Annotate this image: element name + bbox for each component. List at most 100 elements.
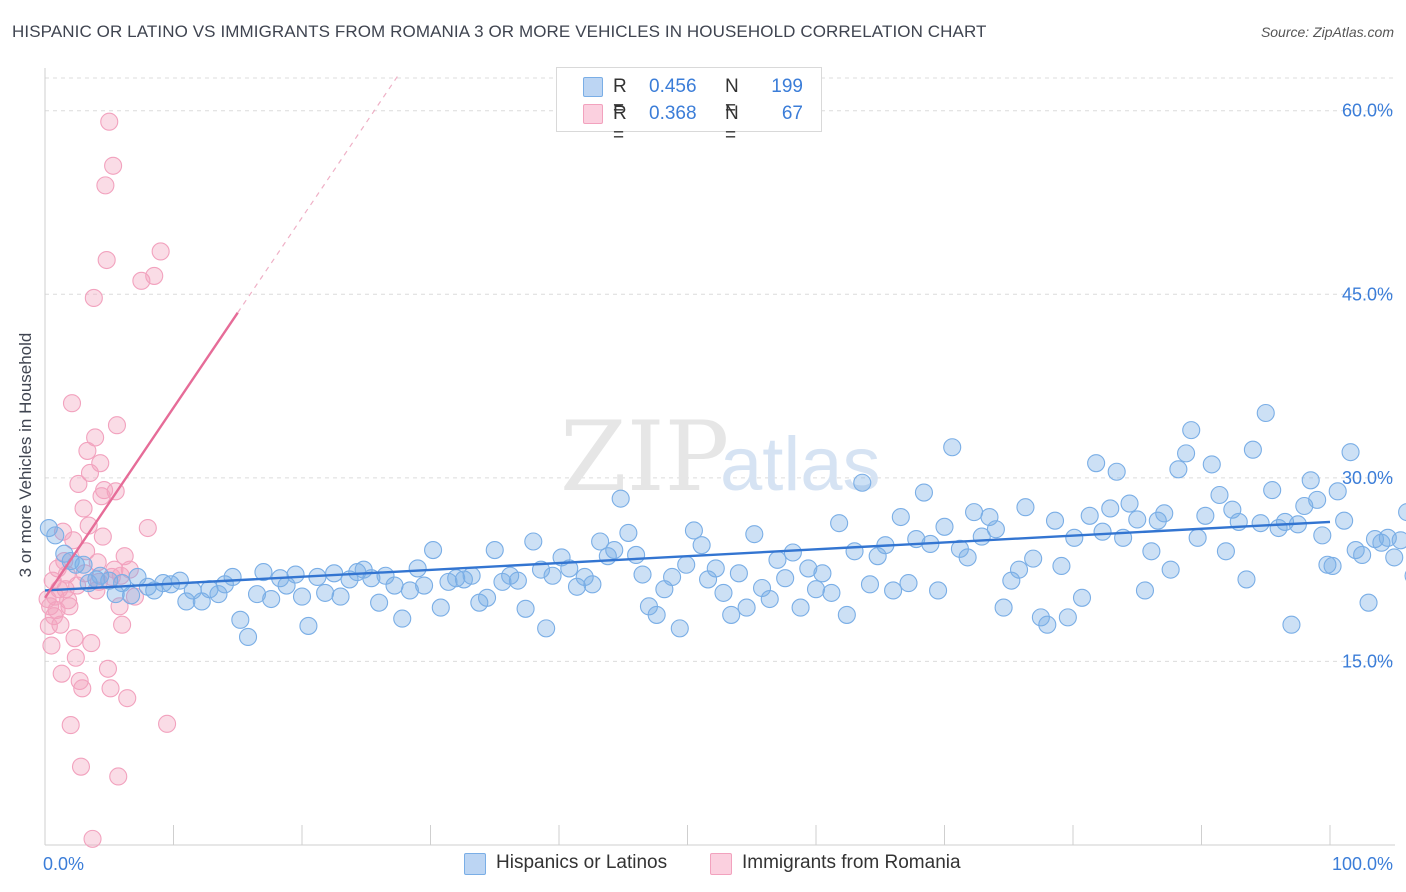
data-point-romania (96, 176, 115, 195)
data-point-hispanic (462, 566, 481, 585)
data-point-hispanic (223, 567, 242, 587)
legend: R = 0.456 N = 199 R = 0.368 N = 67 (556, 67, 822, 146)
data-point-hispanic (39, 518, 58, 538)
legend-r-label: R = (613, 76, 627, 119)
data-point-hispanic (986, 520, 1005, 539)
data-point-hispanic (627, 545, 646, 565)
data-point-romania (74, 499, 93, 518)
data-point-romania (64, 531, 83, 550)
watermark-atlas: atlas (720, 422, 881, 507)
data-point-romania (93, 527, 112, 546)
source-label: Source: ZipAtlas.com (1260, 24, 1394, 40)
data-point-hispanic (1072, 588, 1092, 607)
data-point-hispanic (292, 587, 312, 606)
legend-n-value: 199 (771, 76, 803, 97)
data-point-hispanic (1359, 593, 1378, 612)
data-point-hispanic (370, 593, 389, 612)
data-point-hispanic (958, 548, 977, 567)
data-point-hispanic (1080, 506, 1099, 525)
data-point-hispanic (1093, 522, 1112, 541)
data-point-hispanic (1323, 556, 1342, 576)
data-point-romania (100, 112, 119, 131)
data-point-hispanic (477, 588, 497, 607)
data-point-hispanic (1120, 494, 1139, 513)
data-point-hispanic (1328, 482, 1347, 501)
data-point-hispanic (46, 526, 65, 545)
data-point-hispanic (575, 567, 594, 587)
trend-lines (44, 73, 1331, 599)
data-point-hispanic (1210, 485, 1229, 505)
data-point-romania (138, 518, 157, 538)
data-point-hispanic (965, 503, 984, 522)
data-point-hispanic (74, 555, 93, 574)
data-point-romania (151, 242, 170, 261)
data-point-hispanic (768, 550, 787, 569)
data-point-hispanic (1038, 615, 1057, 634)
x-tick-label-max: 100.0% (1332, 854, 1393, 874)
data-point-hispanic (791, 598, 810, 617)
data-point-hispanic (560, 559, 579, 578)
data-point-romania (113, 615, 132, 634)
data-point-hispanic (408, 559, 427, 578)
data-point-hispanic (1182, 421, 1201, 440)
data-point-hispanic (1101, 499, 1120, 518)
data-point-romania (70, 671, 89, 691)
data-point-hispanic (1385, 548, 1404, 567)
data-point-hispanic (247, 585, 267, 604)
data-point-hispanic (177, 592, 196, 611)
data-point-hispanic (1196, 506, 1215, 525)
data-point-romania (145, 266, 164, 285)
data-point-hispanic (1142, 542, 1161, 561)
data-point-hispanic (822, 583, 841, 602)
data-point-hispanic (567, 577, 587, 596)
data-point-hispanic (1024, 549, 1043, 568)
data-point-hispanic (1251, 514, 1270, 533)
data-point-hispanic (663, 567, 682, 587)
data-point-romania (91, 454, 110, 473)
data-point-hispanic (611, 489, 630, 508)
data-point-romania (120, 560, 139, 579)
data-point-hispanic (1353, 545, 1372, 565)
legend-r-value: 0.368 (649, 103, 697, 124)
series-romania-points (38, 112, 177, 848)
data-point-romania (82, 634, 101, 653)
data-point-hispanic (899, 574, 918, 593)
data-point-romania (73, 679, 92, 698)
bottom-legend-label-romania: Immigrants from Romania (742, 852, 961, 873)
data-point-romania (83, 829, 102, 848)
data-point-hispanic (485, 541, 504, 560)
bottom-legend-label-hispanic: Hispanics or Latinos (496, 852, 668, 873)
data-point-hispanic (145, 581, 164, 600)
data-point-hispanic (1188, 528, 1207, 547)
data-point-hispanic (170, 571, 189, 590)
data-point-hispanic (1155, 504, 1174, 523)
data-point-hispanic (1341, 443, 1360, 462)
legend-n-value: 67 (781, 103, 803, 124)
data-point-hispanic (1016, 498, 1035, 517)
data-point-romania (104, 156, 123, 175)
data-point-hispanic (714, 583, 733, 602)
data-point-hispanic (231, 610, 250, 629)
data-point-hispanic (299, 616, 318, 635)
bottom-legend-swatch-hispanic (464, 853, 486, 875)
data-point-romania (65, 629, 84, 648)
data-point-hispanic (331, 587, 350, 606)
data-point-romania (86, 428, 105, 447)
data-point-hispanic (591, 532, 610, 551)
watermark-zip: ZIP (560, 401, 729, 513)
data-point-hispanic (860, 575, 880, 594)
data-point-hispanic (1177, 444, 1196, 463)
data-point-hispanic (1243, 440, 1262, 459)
data-point-hispanic (1058, 608, 1077, 627)
data-point-hispanic (1065, 528, 1084, 547)
data-point-hispanic (1398, 503, 1406, 522)
data-point-hispanic (837, 605, 856, 624)
data-point-romania (101, 679, 120, 698)
data-point-hispanic (91, 566, 110, 585)
data-point-hispanic (316, 583, 335, 602)
data-point-hispanic (1313, 526, 1332, 545)
data-point-hispanic (385, 576, 404, 595)
data-point-romania (158, 714, 177, 733)
y-tick-label: 15.0% (1342, 651, 1393, 671)
data-point-romania (52, 664, 71, 683)
